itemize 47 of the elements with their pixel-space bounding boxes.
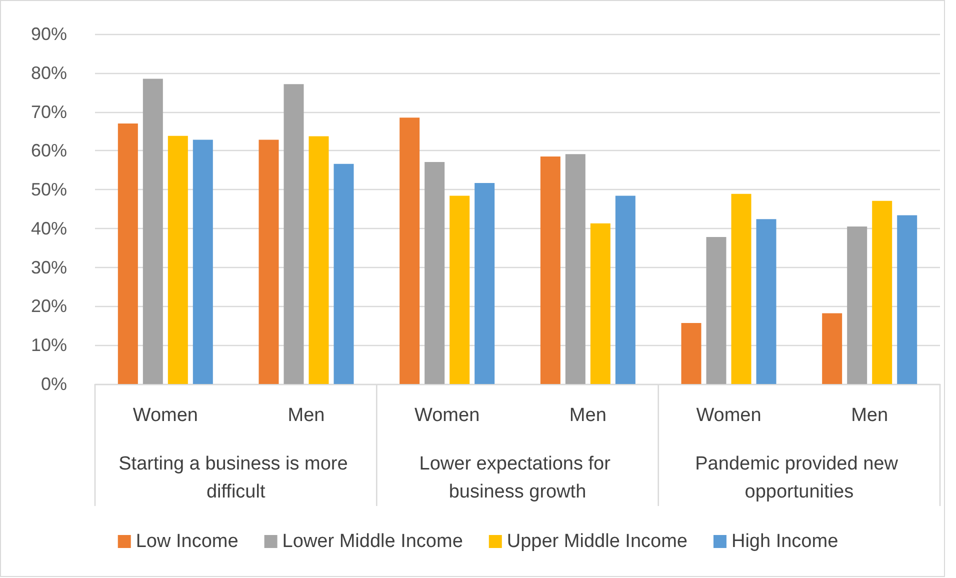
bar	[706, 237, 726, 384]
text: Pandemic provided new opportunities	[695, 454, 904, 502]
bar	[822, 313, 842, 384]
bar	[731, 194, 752, 384]
y-tick-label: 80%	[30, 62, 67, 83]
y-tick-label: 60%	[30, 140, 67, 161]
x-tick-label: Men	[569, 405, 606, 426]
bar	[450, 196, 470, 384]
bar	[400, 118, 420, 384]
x-tick-label: Women	[414, 405, 480, 426]
bar	[142, 78, 163, 384]
y-tick-label: 0%	[40, 374, 67, 394]
bar	[192, 140, 213, 384]
legend-label: Upper Middle Income	[506, 531, 688, 552]
bar	[565, 154, 586, 384]
legend-label: High Income	[731, 531, 838, 552]
x-tick-label: Men	[851, 405, 888, 426]
bar	[168, 136, 188, 384]
bar	[284, 84, 304, 384]
bar	[118, 123, 138, 384]
x-tick-label: Men	[288, 405, 325, 426]
bar	[424, 162, 445, 384]
bar	[540, 156, 560, 384]
bar	[872, 200, 892, 384]
bar	[308, 136, 329, 384]
y-tick-label: 50%	[30, 180, 67, 200]
bar	[590, 223, 610, 384]
bar	[258, 140, 279, 384]
legend-label: Lower Middle Income	[282, 531, 463, 552]
y-tick-label: 90%	[30, 24, 67, 44]
bar	[615, 196, 636, 384]
x-tick-label: Women	[132, 405, 198, 426]
bar	[474, 182, 495, 384]
bar	[847, 226, 868, 384]
bar	[756, 219, 776, 384]
bar	[897, 215, 918, 384]
legend-label: Low Income	[136, 531, 238, 552]
text: Starting a business is more difficult	[118, 454, 354, 502]
y-tick-label: 20%	[30, 296, 67, 316]
y-tick-label: 40%	[30, 218, 67, 238]
text: Lower expectations for business growth	[419, 454, 616, 502]
y-tick-label: 30%	[30, 257, 67, 278]
y-tick-label: 70%	[30, 102, 67, 122]
bar	[334, 164, 354, 384]
x-tick-label: Women	[696, 405, 762, 426]
y-tick-label: 10%	[30, 335, 67, 356]
bar	[681, 322, 702, 384]
